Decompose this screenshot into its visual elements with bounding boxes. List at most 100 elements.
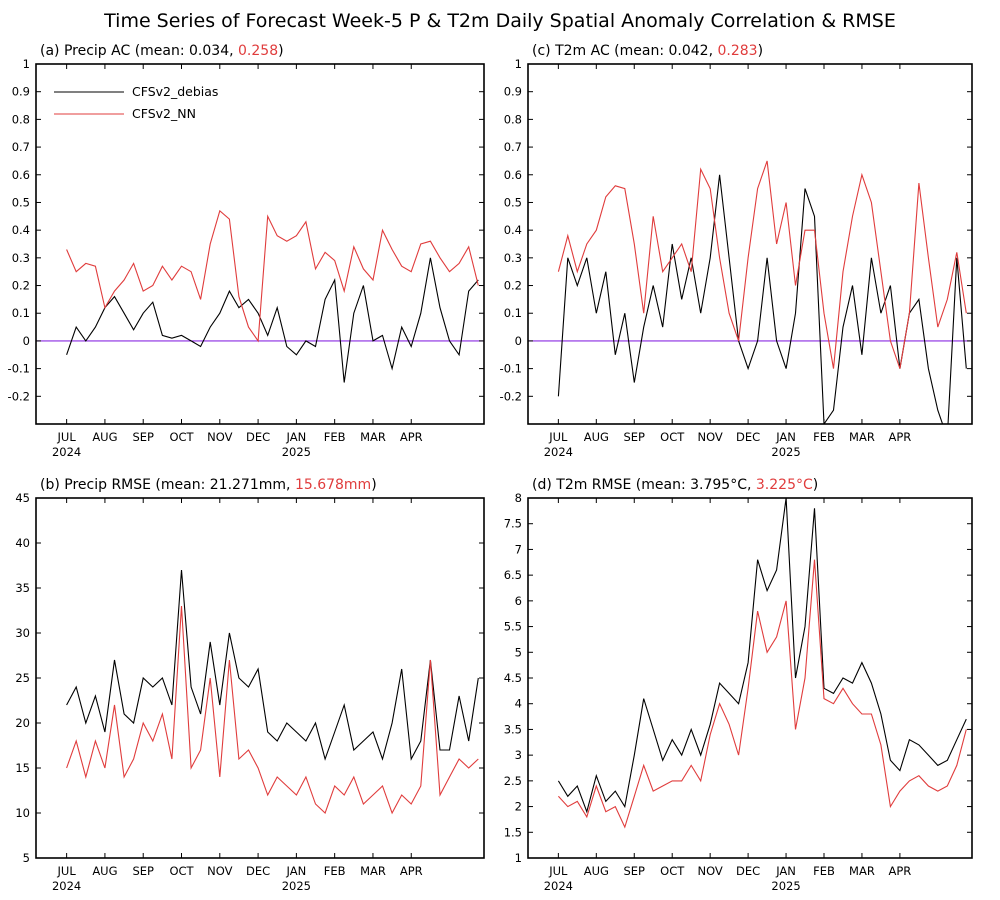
y-tick-label: 15 [15, 761, 30, 775]
x-tick-label: JAN [286, 430, 307, 444]
y-tick-label: 45 [15, 491, 30, 505]
x-tick-label: SEP [132, 864, 154, 878]
legend-debias-label: CFSv2_debias [132, 84, 218, 99]
panel-b: (b) Precip RMSE (mean: 21.271mm, 15.678m… [15, 477, 485, 893]
x-tick-label: SEP [132, 430, 154, 444]
x-year-label: 2025 [771, 445, 800, 459]
y-tick-label: 0.1 [12, 306, 30, 320]
x-tick-label: JUL [548, 864, 568, 878]
x-tick-label: NOV [697, 864, 722, 878]
y-tick-label: 0.2 [12, 279, 30, 293]
plot-frame [527, 497, 973, 859]
y-tick-label: -0.1 [8, 362, 30, 376]
y-tick-label: 0.7 [12, 140, 30, 154]
x-tick-label: FEB [324, 430, 346, 444]
y-tick-label: -0.2 [500, 389, 522, 403]
x-tick-label: AUG [92, 864, 117, 878]
x-year-label: 2024 [52, 445, 81, 459]
series-line-nn [557, 160, 967, 369]
x-year-label: 2024 [544, 445, 573, 459]
x-tick-label: JAN [775, 864, 796, 878]
y-tick-label: 5 [23, 851, 30, 865]
panel-title-prefix: (d) T2m RMSE (mean: 3.795°C, [532, 477, 756, 493]
x-tick-label: JUL [57, 864, 77, 878]
y-tick-label: -0.1 [500, 362, 522, 376]
x-tick-label: NOV [207, 430, 232, 444]
x-tick-label: OCT [169, 864, 194, 878]
x-year-label: 2025 [771, 879, 800, 893]
y-tick-label: 2 [515, 800, 522, 814]
series-line-debias [557, 498, 967, 814]
y-tick-label: 3.5 [504, 722, 522, 736]
y-tick-label: 0 [515, 334, 522, 348]
figure-title-text: Time Series of Forecast Week-5 P & T2m D… [103, 10, 896, 32]
x-tick-label: OCT [660, 864, 685, 878]
panel-title-suffix: ) [758, 43, 763, 59]
y-tick-label: 7 [515, 542, 522, 556]
y-tick-label: 0.8 [504, 112, 522, 126]
x-year-label: 2025 [282, 445, 311, 459]
panel-title: (b) Precip RMSE (mean: 21.271mm, 15.678m… [40, 477, 377, 493]
panel-a: (a) Precip AC (mean: 0.034, 0.258) -0.2 -0… [8, 43, 485, 459]
y-tick-label: 4.5 [504, 671, 522, 685]
panel-title-highlight: 15.678mm [295, 477, 371, 493]
x-tick-label: APR [888, 430, 911, 444]
panel-title-suffix: ) [813, 477, 818, 493]
y-tick-label: 0.3 [12, 251, 30, 265]
panel-title: (d) T2m RMSE (mean: 3.795°C, 3.225°C) [532, 477, 818, 493]
x-tick-label: DEC [736, 864, 760, 878]
y-tick-label: 5.5 [504, 620, 522, 634]
panel-d: (d) T2m RMSE (mean: 3.795°C, 3.225°C) 1 1.… [504, 477, 973, 893]
panel-title-prefix: (c) T2m AC (mean: 0.042, [532, 43, 718, 59]
series-line-nn [557, 559, 967, 829]
y-tick-label: 5 [515, 645, 522, 659]
plot-frame [527, 63, 973, 425]
x-tick-label: NOV [207, 864, 232, 878]
panel-title: (a) Precip AC (mean: 0.034, 0.258) [40, 43, 284, 59]
y-tick-label: 0.5 [504, 195, 522, 209]
x-tick-label: MAR [849, 864, 875, 878]
y-tick-label: 30 [15, 626, 30, 640]
panel-title-highlight: 0.258 [238, 43, 278, 59]
y-tick-label: 1 [23, 57, 30, 71]
y-tick-label: 25 [15, 671, 30, 685]
panel-title-prefix: (a) Precip AC (mean: 0.034, [40, 43, 238, 59]
x-tick-label: FEB [813, 430, 835, 444]
x-tick-label: DEC [736, 430, 760, 444]
y-tick-label: 6.5 [504, 568, 522, 582]
y-tick-label: 0.3 [504, 251, 522, 265]
x-tick-label: MAR [360, 864, 386, 878]
x-tick-label: OCT [660, 430, 685, 444]
y-tick-label: 2.5 [504, 774, 522, 788]
y-tick-label: 0.4 [12, 223, 30, 237]
y-tick-label: 1.5 [504, 825, 522, 839]
x-tick-label: JAN [286, 864, 307, 878]
x-tick-label: JUL [57, 430, 77, 444]
plot-frame [35, 63, 485, 425]
series-line-nn [66, 605, 479, 815]
x-tick-label: AUG [92, 430, 117, 444]
series-line-debias [66, 257, 479, 383]
legend-nn-label: CFSv2_NN [132, 106, 196, 121]
panel-title-suffix: ) [371, 477, 376, 493]
y-tick-label: 0.5 [12, 195, 30, 209]
panel-title-highlight: 3.225°C [756, 477, 813, 493]
y-tick-label: 0.7 [504, 140, 522, 154]
y-tick-label: 20 [15, 716, 30, 730]
x-tick-label: FEB [813, 864, 835, 878]
x-tick-label: MAR [849, 430, 875, 444]
x-year-label: 2024 [544, 879, 573, 893]
panel-c: (c) T2m AC (mean: 0.042, 0.283) -0.2 -0.1 0… [500, 43, 973, 459]
panel-title: (c) T2m AC (mean: 0.042, 0.283) [532, 43, 763, 59]
x-tick-label: OCT [169, 430, 194, 444]
y-tick-label: 0.4 [504, 223, 522, 237]
y-tick-label: 0 [23, 334, 30, 348]
x-tick-label: DEC [246, 430, 270, 444]
y-tick-label: 0.8 [12, 112, 30, 126]
x-year-label: 2024 [52, 879, 81, 893]
series-line-debias [66, 569, 479, 761]
x-tick-label: NOV [697, 430, 722, 444]
series-line-debias [557, 174, 967, 424]
y-tick-label: 1 [515, 851, 522, 865]
